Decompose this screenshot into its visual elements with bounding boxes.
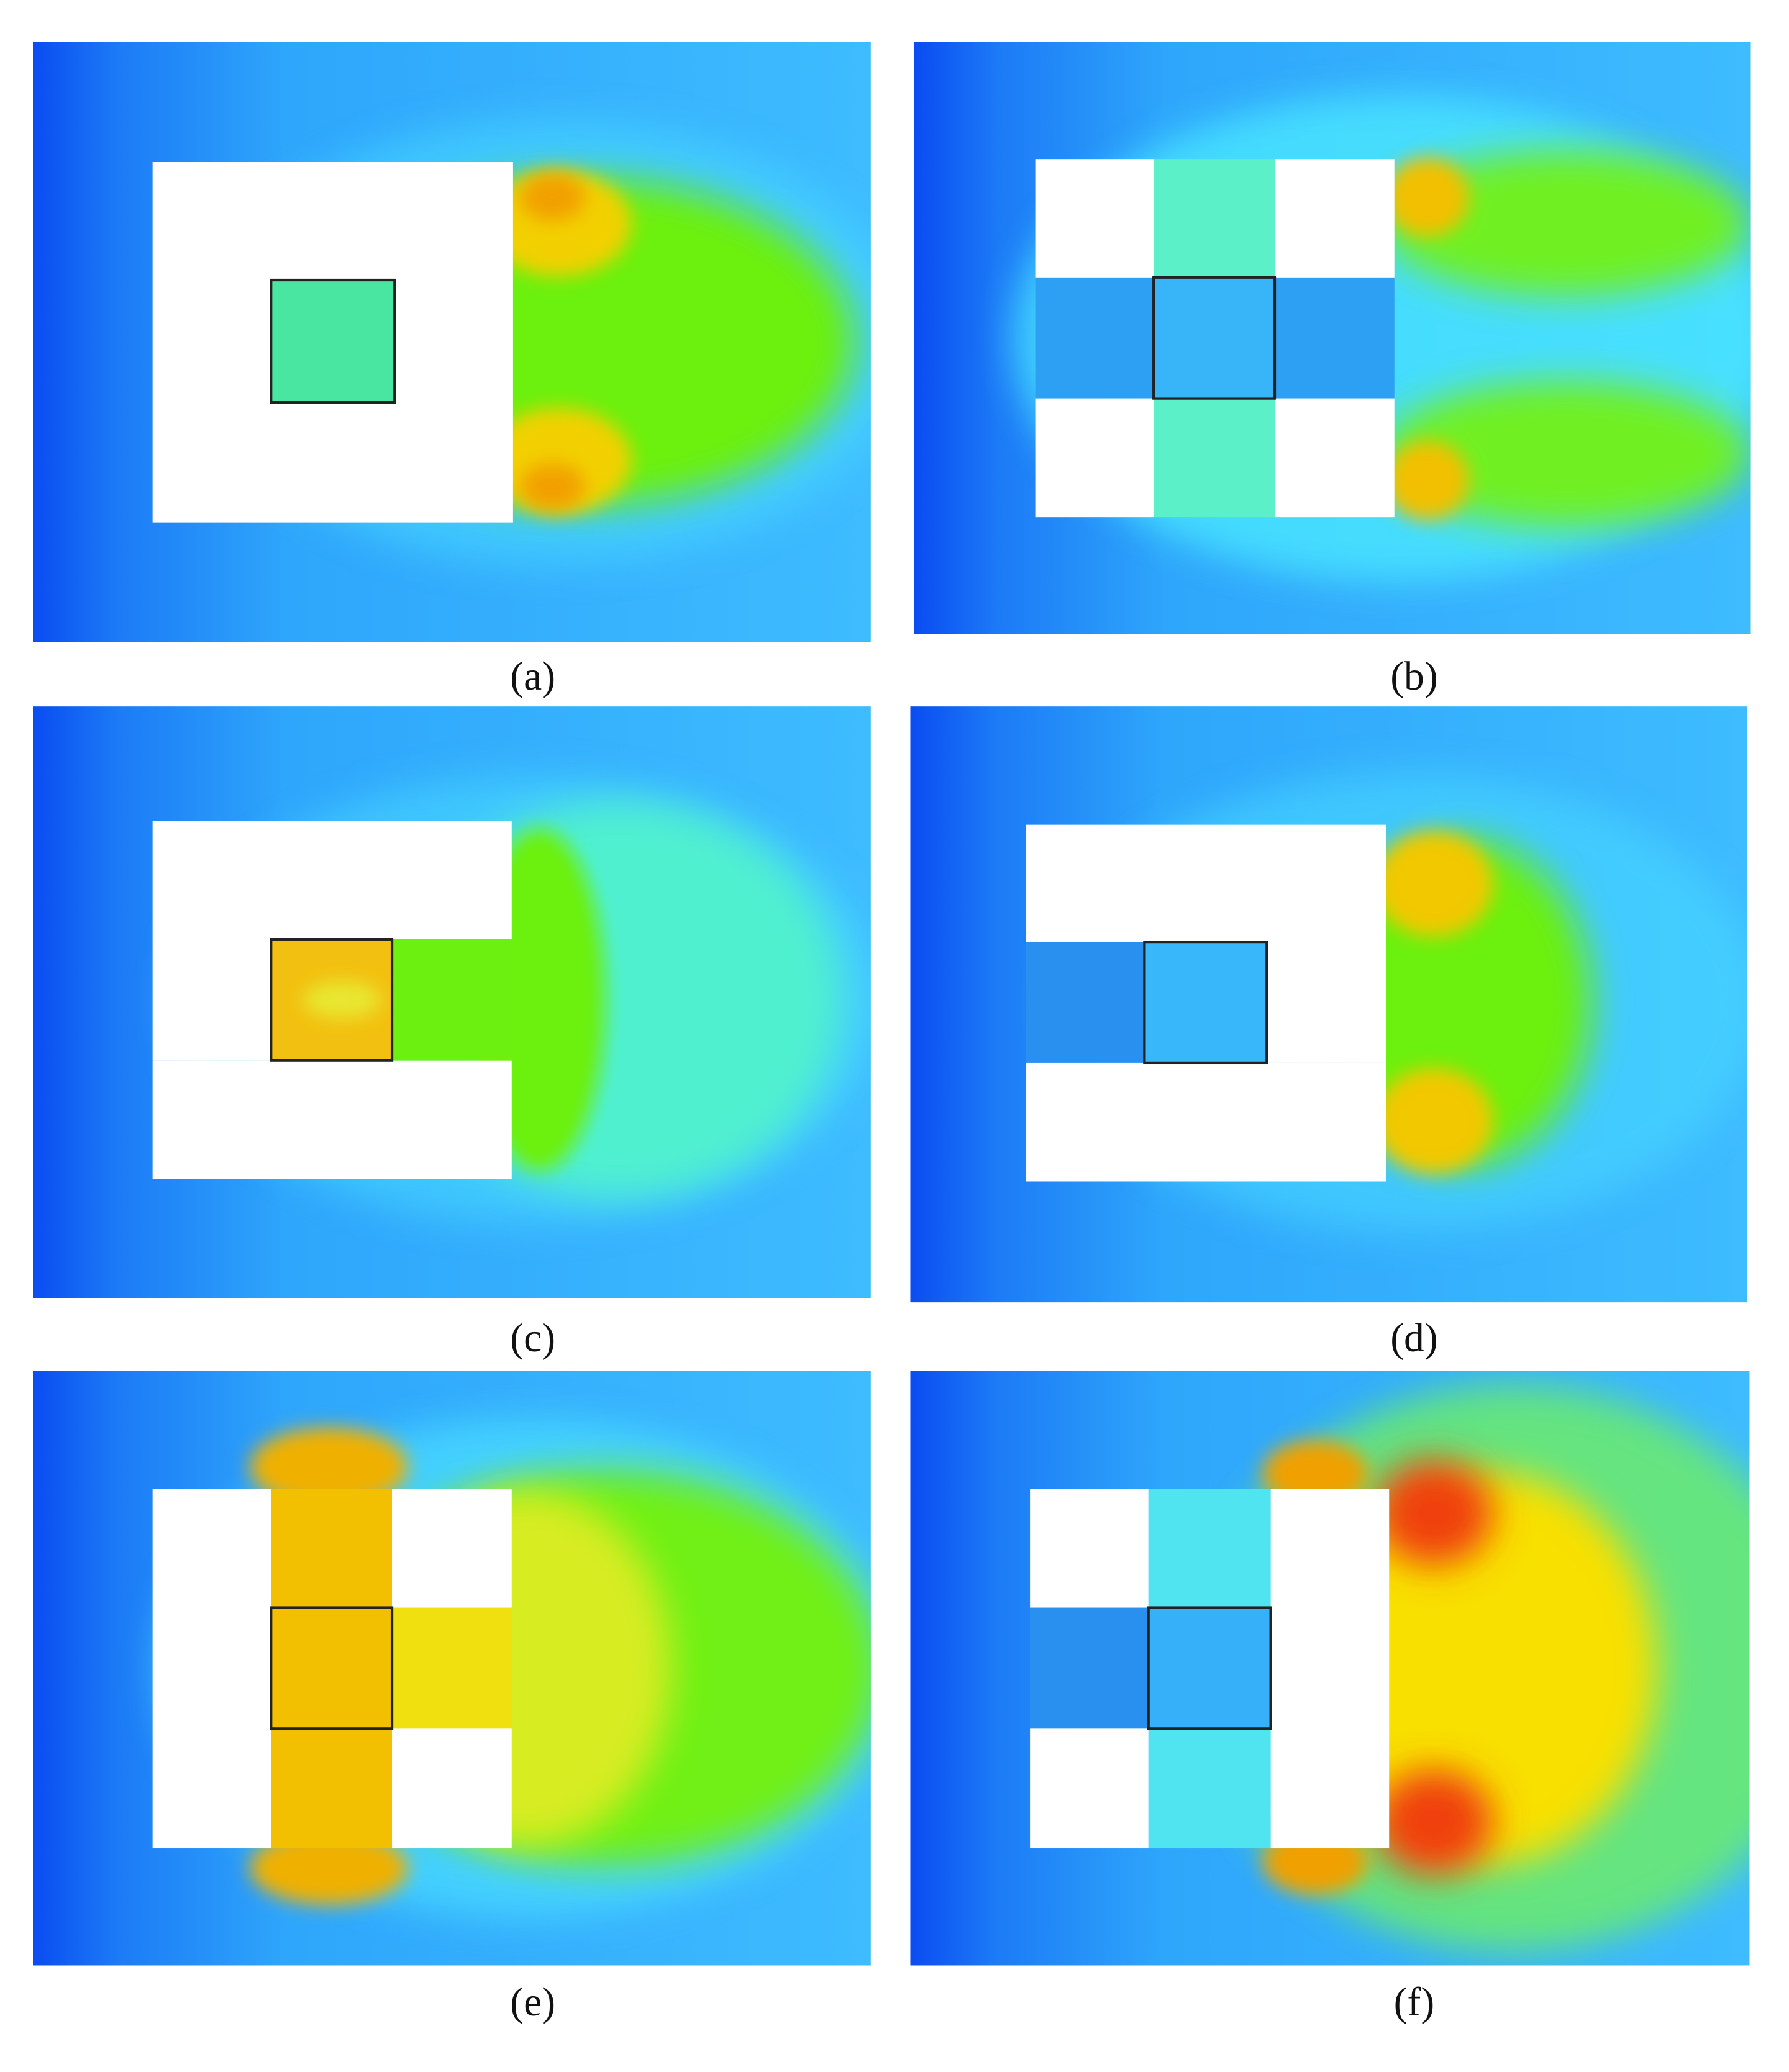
- caption: (c): [510, 1316, 555, 1361]
- panel-d: [910, 706, 1747, 1303]
- panel-c: [32, 706, 871, 1298]
- caption: (a): [510, 654, 555, 699]
- panel-b: [914, 42, 1751, 634]
- caption: (f): [1394, 1980, 1435, 2025]
- panel-a: [32, 42, 871, 642]
- caption: (d): [1390, 1316, 1438, 1361]
- caption: (e): [510, 1980, 555, 2025]
- panel-e: [32, 1371, 871, 1966]
- caption: (b): [1390, 654, 1438, 699]
- panel-f: [910, 1371, 1750, 1966]
